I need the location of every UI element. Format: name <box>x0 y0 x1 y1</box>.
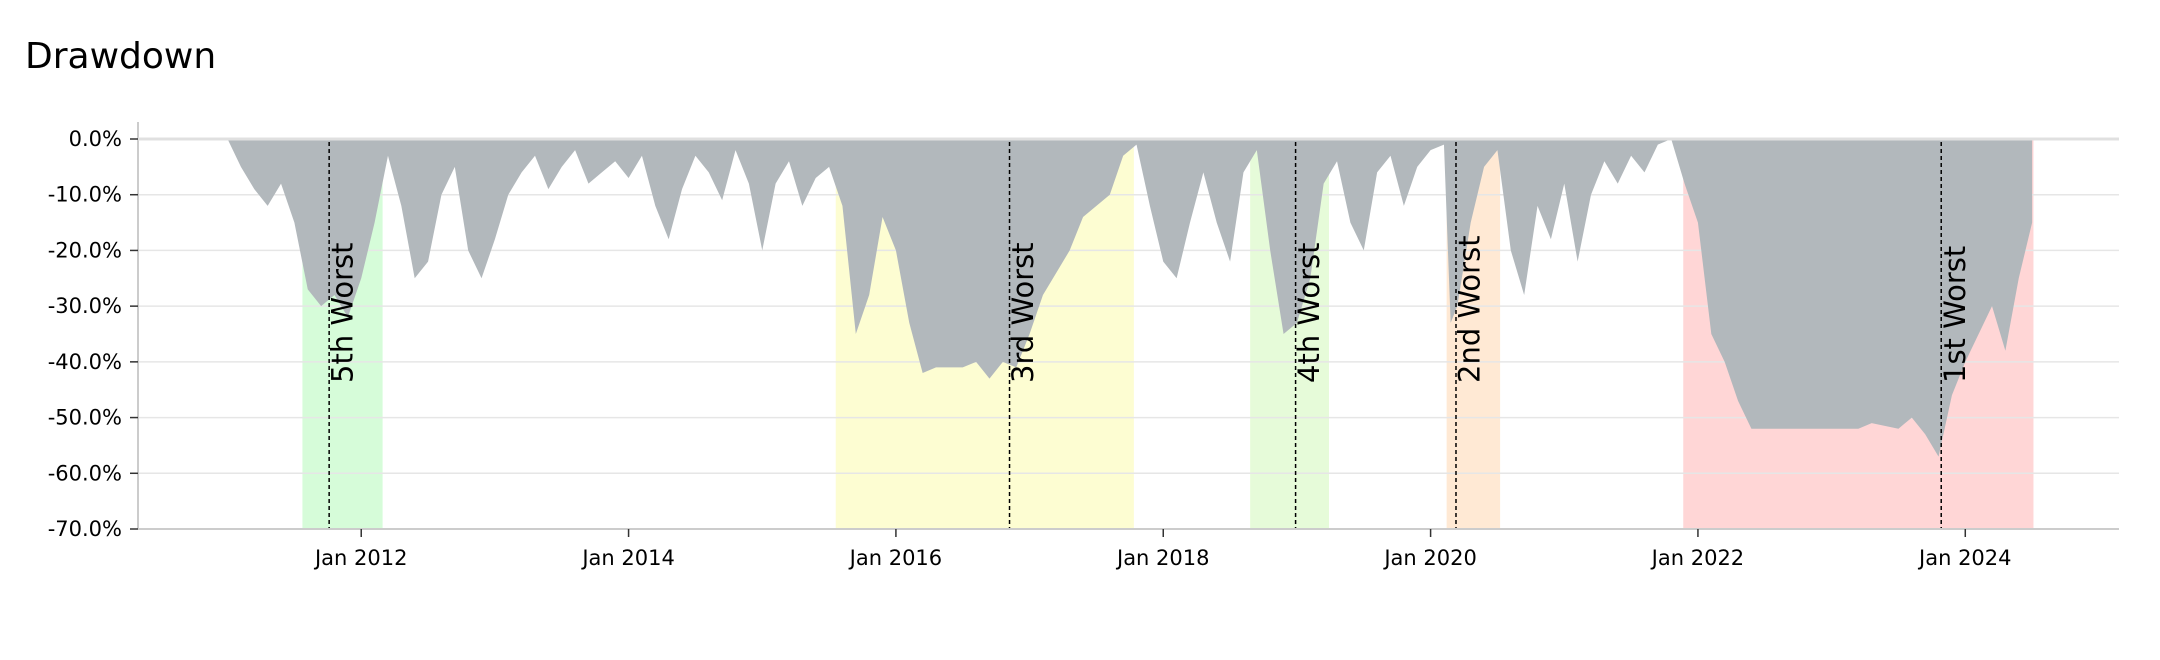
y-tick-label: -70.0% <box>48 517 122 541</box>
y-tick-label: -30.0% <box>48 294 122 318</box>
annotation-label: 5th Worst <box>326 242 360 383</box>
annotation-label: 2nd Worst <box>1453 235 1487 383</box>
y-tick-label: -20.0% <box>48 238 122 262</box>
y-tick-label: 0.0% <box>69 127 122 151</box>
x-tick-label: Jan 2012 <box>313 546 408 570</box>
x-tick-label: Jan 2014 <box>580 546 675 570</box>
drawdown-area <box>227 139 2033 457</box>
y-tick-label: -60.0% <box>48 461 122 485</box>
x-tick-label: Jan 2018 <box>1115 546 1210 570</box>
annotation-label: 4th Worst <box>1292 242 1326 383</box>
x-tick-label: Jan 2016 <box>848 546 943 570</box>
x-tick-label: Jan 2020 <box>1382 546 1477 570</box>
y-tick-label: -10.0% <box>48 183 122 207</box>
x-tick-label: Jan 2024 <box>1917 546 2012 570</box>
annotation-label: 1st Worst <box>1938 246 1972 383</box>
chart-title: Drawdown <box>25 36 216 77</box>
y-tick-label: -40.0% <box>48 350 122 374</box>
y-tick-label: -50.0% <box>48 406 122 430</box>
annotation-label: 3rd Worst <box>1006 242 1040 383</box>
x-tick-label: Jan 2022 <box>1650 546 1745 570</box>
